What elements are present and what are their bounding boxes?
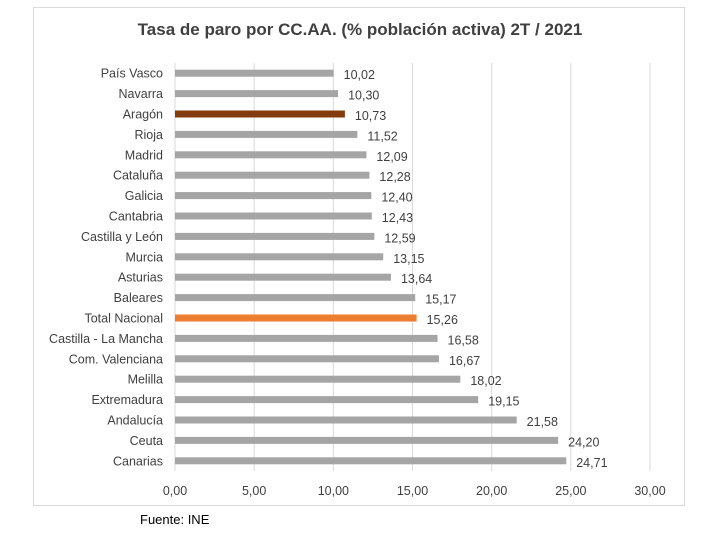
value-label: 12,28 [379,170,410,184]
value-label: 15,26 [427,313,458,327]
x-tick-label: 15,00 [397,484,428,498]
chart-title: Tasa de paro por CC.AA. (% población act… [137,20,583,39]
bar [175,273,391,281]
value-label: 21,58 [527,415,558,429]
category-label: Castilla y León [81,230,163,244]
bar [175,457,567,465]
bar [175,110,345,118]
bar [175,90,339,98]
bar [175,355,439,363]
value-label: 24,71 [576,456,607,470]
x-tick-label: 0,00 [163,484,187,498]
category-label: Castilla - La Mancha [49,332,163,346]
bar [175,375,461,383]
bar [175,416,517,424]
x-tick-label: 25,00 [555,484,586,498]
value-label: 10,73 [355,109,386,123]
bar [175,294,416,302]
category-label: Com. Valenciana [69,352,163,366]
bar [175,151,367,159]
category-label: País Vasco [101,67,163,81]
x-tick-label: 5,00 [242,484,266,498]
category-label: Baleares [114,291,163,305]
value-label: 12,40 [381,191,412,205]
x-tick-label: 10,00 [318,484,349,498]
category-label: Total Nacional [84,312,163,326]
bar [175,192,372,200]
bar [175,171,370,179]
bar [175,253,384,261]
bar-chart: 0,00 5,00 10,00 15,00 20,00 25,00 30,00 País Va… [49,63,666,498]
value-label: 12,43 [382,211,413,225]
category-label: Andalucía [107,414,163,428]
x-tick-label: 30,00 [634,484,665,498]
value-label: 19,15 [488,395,519,409]
bar [175,334,438,342]
bar [175,232,375,240]
category-label: Canarias [113,454,163,468]
value-label: 12,59 [384,231,415,245]
value-label: 10,02 [344,68,375,82]
value-label: 16,58 [448,333,479,347]
value-label: 11,52 [367,129,397,143]
bar [175,436,559,444]
bar [175,130,358,138]
category-label: Extremadura [91,393,163,407]
category-label: Murcia [125,250,163,264]
value-label: 18,02 [470,374,501,388]
category-label: Madrid [125,148,163,162]
value-label: 12,09 [376,150,407,164]
source-note: Fuente: INE [140,512,210,527]
bar [175,314,417,322]
value-label: 10,30 [348,89,379,103]
bar [175,212,372,220]
value-label: 24,20 [568,435,599,449]
bar [175,396,479,404]
category-label: Cataluña [113,169,163,183]
value-label: 16,67 [449,354,480,368]
category-label: Ceuta [130,434,163,448]
category-label: Galicia [125,189,163,203]
value-label: 15,17 [425,293,456,307]
bar [175,69,334,77]
category-label: Navarra [119,87,164,101]
value-label: 13,64 [401,272,432,286]
category-label: Melilla [128,373,163,387]
category-label: Rioja [135,128,164,142]
x-tick-label: 20,00 [476,484,507,498]
value-label: 13,15 [393,252,424,266]
category-label: Cantabria [109,210,163,224]
category-label: Asturias [118,271,163,285]
category-label: Aragón [123,108,163,122]
